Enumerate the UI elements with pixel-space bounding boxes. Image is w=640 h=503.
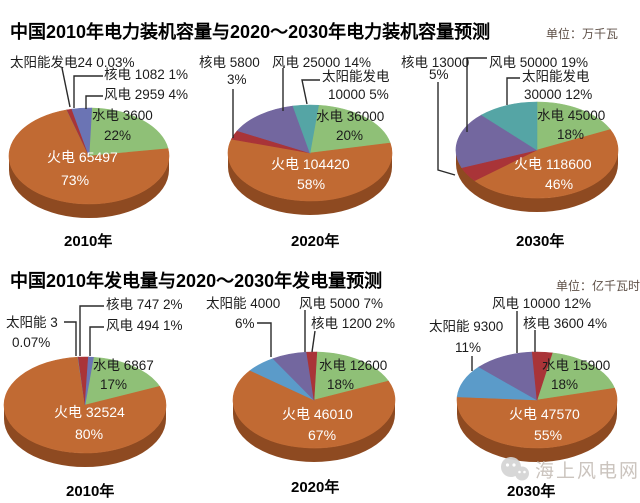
- callout-solar: 太阳能 3: [6, 315, 58, 330]
- callout-wind: 风电 2959 4%: [104, 87, 189, 102]
- callout-solar-values: 10000 5%: [328, 87, 389, 102]
- thermal-value-label: 火电 118600: [514, 156, 592, 172]
- leader-line: [506, 77, 520, 105]
- leader-line: [73, 75, 103, 108]
- thermal-pct-label: 80%: [75, 426, 104, 442]
- hydro-pct-label: 18%: [327, 377, 355, 392]
- leader-line: [79, 305, 104, 356]
- pie-2010-generation: [3, 356, 167, 467]
- hydro-value-label: 水电 12600: [319, 358, 388, 373]
- hydro-value-label: 水电 15900: [542, 358, 611, 373]
- thermal-pct-label: 67%: [308, 427, 337, 443]
- callout-nuclear: 核电 5800: [199, 55, 260, 70]
- hydro-pct-label: 22%: [104, 128, 132, 143]
- section2-title: 中国2010年发电量与2020～2030年发电量预测: [10, 271, 383, 291]
- hydro-pct-label: 20%: [336, 128, 364, 143]
- callout-solar-pct: 0.07%: [12, 335, 51, 350]
- leader-line: [311, 330, 316, 353]
- callout-solar-pct: 6%: [235, 316, 255, 331]
- leader-line: [61, 67, 71, 108]
- year-label: 2010年: [64, 233, 113, 250]
- callout-wind: 风电 10000 12%: [492, 296, 592, 311]
- pie-2020-generation: [232, 351, 396, 462]
- leader-lines: [61, 57, 536, 371]
- thermal-pct-label: 73%: [61, 172, 90, 188]
- callout-wind: 风电 50000 19%: [489, 55, 589, 70]
- leader-line: [64, 321, 77, 356]
- leader-line: [257, 322, 272, 357]
- callout-solar: 太阳能 9300: [429, 319, 504, 334]
- callout-solar: 太阳能发电24 0.03%: [10, 55, 135, 70]
- thermal-pct-label: 55%: [534, 427, 563, 443]
- hydro-pct-label: 18%: [557, 127, 585, 142]
- callout-solar-values: 30000 12%: [524, 87, 593, 102]
- leader-line: [466, 57, 487, 132]
- leader-line: [89, 326, 104, 356]
- thermal-value-label: 火电 32524: [54, 404, 125, 420]
- year-label: 2030年: [507, 483, 556, 500]
- callout-nuclear: 核电 747 2%: [106, 297, 183, 312]
- pie-2030-generation: [456, 351, 618, 462]
- year-label: 2020年: [291, 479, 340, 496]
- leader-line: [437, 82, 456, 176]
- pie-2010-capacity: [8, 107, 170, 218]
- thermal-value-label: 火电 47570: [509, 406, 580, 422]
- callout-nuclear-pct: 5%: [429, 67, 449, 82]
- callout-wind: 风电 494 1%: [106, 318, 183, 333]
- hydro-value-label: 水电 36000: [316, 109, 385, 124]
- section1-title: 中国2010年电力装机容量与2020～2030年电力装机容量预测: [10, 22, 491, 42]
- callout-nuclear: 核电 13000: [401, 55, 470, 70]
- pie-2020-capacity: [227, 104, 393, 215]
- hydro-value-label: 水电 3600: [92, 108, 153, 123]
- hydro-pct-label: 17%: [100, 377, 128, 392]
- hydro-value-label: 水电 45000: [537, 108, 606, 123]
- thermal-value-label: 火电 65497: [47, 149, 118, 165]
- year-label: 2010年: [66, 483, 115, 500]
- callout-nuclear: 核电 1082 1%: [104, 67, 189, 82]
- leader-line: [301, 79, 320, 105]
- thermal-pct-label: 46%: [545, 176, 574, 192]
- section1-unit: 单位：万千瓦: [546, 27, 619, 41]
- callout-solar-pct: 11%: [455, 340, 482, 355]
- year-label: 2020年: [291, 233, 340, 250]
- section2-unit: 单位：亿千瓦时: [556, 279, 640, 293]
- year-label: 2030年: [516, 233, 565, 250]
- callout-nuclear-pct: 3%: [227, 72, 247, 87]
- thermal-pct-label: 58%: [297, 176, 326, 192]
- callout-nuclear: 核电 3600 4%: [523, 316, 608, 331]
- callout-nuclear: 核电 1200 2%: [311, 316, 396, 331]
- callout-wind: 风电 5000 7%: [299, 296, 384, 311]
- callout-wind: 风电 25000 14%: [272, 55, 372, 70]
- hydro-value-label: 水电 6867: [93, 358, 154, 373]
- callout-solar: 太阳能 4000: [206, 296, 281, 311]
- wechat-icon: [501, 457, 529, 481]
- pie-2030-capacity: [455, 101, 619, 212]
- leader-line: [85, 95, 103, 109]
- thermal-value-label: 火电 46010: [282, 406, 353, 422]
- watermark-text: 海上风电网: [535, 461, 640, 482]
- hydro-pct-label: 18%: [551, 377, 579, 392]
- callout-solar: 太阳能发电: [322, 69, 390, 84]
- watermark: 海上风电网: [498, 456, 640, 483]
- callout-solar: 太阳能发电: [522, 69, 590, 84]
- thermal-value-label: 火电 104420: [271, 156, 350, 172]
